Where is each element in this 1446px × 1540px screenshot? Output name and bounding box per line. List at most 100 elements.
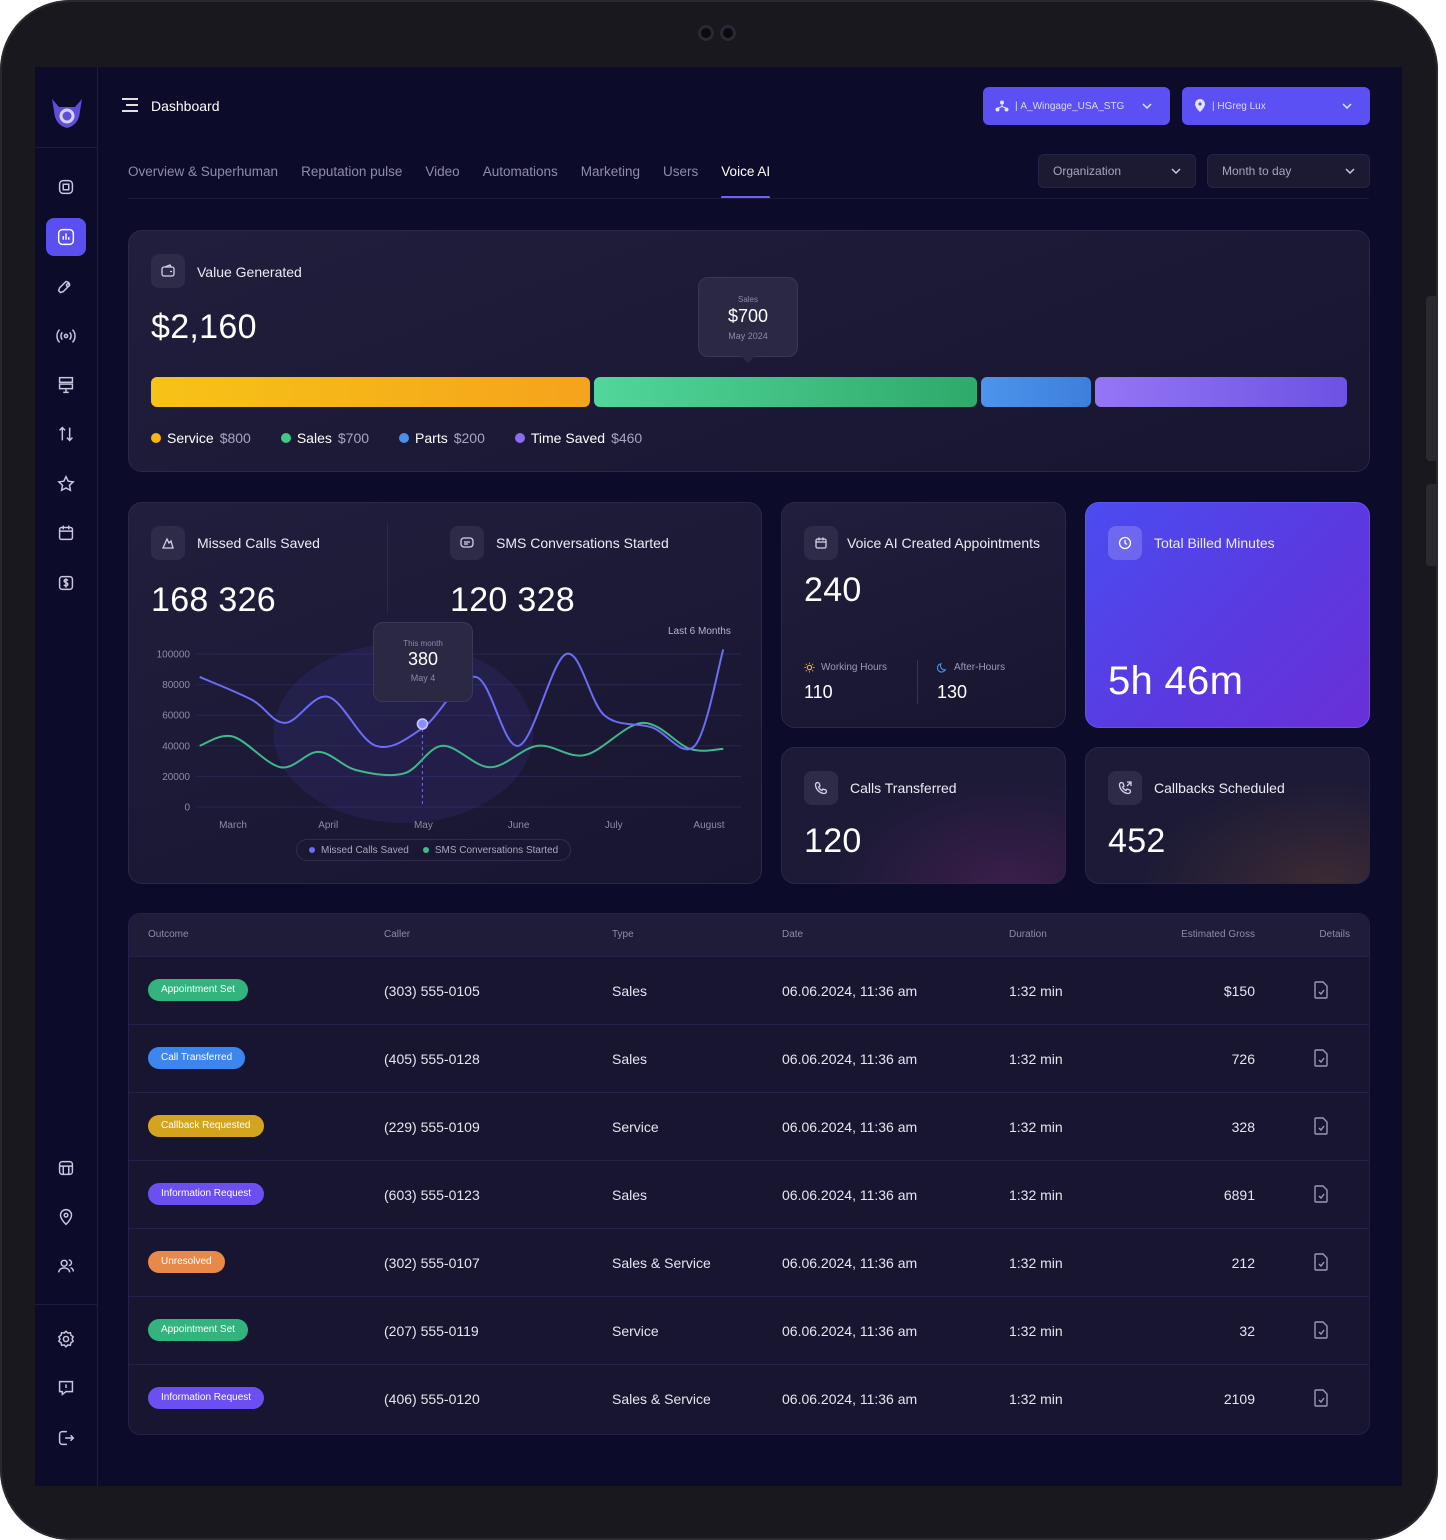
menu-icon[interactable] <box>121 97 139 113</box>
billed-minutes-card: Total Billed Minutes 5h 46m <box>1085 502 1370 728</box>
sidebar-item-billing[interactable] <box>46 564 86 602</box>
tab-users[interactable]: Users <box>663 164 699 179</box>
callbacks-scheduled-label: Callbacks Scheduled <box>1154 780 1285 796</box>
value-bar-segment-sales[interactable] <box>593 377 978 407</box>
details-icon[interactable] <box>1310 1047 1332 1069</box>
appointments-label: Voice AI Created Appointments <box>847 535 1041 551</box>
details-icon[interactable] <box>1310 1251 1332 1273</box>
gear-icon <box>57 1330 75 1348</box>
caller-cell: (302) 555-0107 <box>384 1255 480 1271</box>
gross-cell: 328 <box>1231 1119 1255 1135</box>
billed-minutes-label: Total Billed Minutes <box>1154 535 1275 551</box>
legend-value: $200 <box>453 430 485 446</box>
chevron-down-icon <box>1142 103 1152 109</box>
outcome-badge: Information Request <box>148 1183 265 1205</box>
tooltip-date: May 2024 <box>728 331 768 341</box>
sidebar-item-calendar[interactable] <box>46 514 86 552</box>
details-icon[interactable] <box>1310 1115 1332 1137</box>
missed-calls-value: 168 326 <box>151 581 277 619</box>
gross-cell: 212 <box>1231 1255 1255 1271</box>
table-row[interactable]: Call Transferred (405) 555-0128 Sales 06.06… <box>129 1024 1369 1092</box>
sidebar-item-automations[interactable] <box>46 268 86 306</box>
details-icon[interactable] <box>1310 1183 1332 1205</box>
location-pin-icon <box>59 1209 73 1226</box>
tab-marketing[interactable]: Marketing <box>580 164 641 179</box>
value-generated-card: Value Generated $2,160 Sales $700 May 20… <box>128 230 1370 472</box>
moon-icon <box>937 663 947 673</box>
column-header[interactable]: Duration <box>1009 929 1047 940</box>
value-bar-segment-parts[interactable] <box>981 377 1091 407</box>
table-row[interactable]: Unresolved (302) 555-0107 Sales & Service 0… <box>129 1228 1369 1296</box>
outcome-badge: Call Transferred <box>148 1047 246 1069</box>
tooltip-series: Sales <box>737 295 758 304</box>
table-row[interactable]: Appointment Set (303) 555-0105 Sales 06.06.… <box>129 956 1369 1024</box>
column-header[interactable]: Estimated Gross <box>1181 929 1255 940</box>
series-line-sms-conversations-started <box>199 721 724 777</box>
caller-cell: (603) 555-0123 <box>384 1187 480 1203</box>
table-row[interactable]: Appointment Set (207) 555-0119 Service 06.0… <box>129 1296 1369 1364</box>
period-dropdown[interactable]: Month to day <box>1207 154 1370 188</box>
tab-reputation[interactable]: Reputation pulse <box>301 164 403 179</box>
calls-sms-card: Missed Calls Saved 168 326 SMS Conversat… <box>128 502 762 884</box>
sidebar-item-overview[interactable] <box>46 168 86 206</box>
legend-item-service: Service $800 <box>151 430 251 446</box>
chevron-down-icon <box>1342 103 1352 109</box>
sidebar-item-inventory[interactable] <box>46 366 86 404</box>
value-bar-segment-service[interactable] <box>151 377 590 407</box>
legend-value: $460 <box>611 430 643 446</box>
tab-video[interactable]: Video <box>425 164 460 179</box>
sidebar-item-users[interactable] <box>46 1247 86 1285</box>
scope-dropdown[interactable]: Organization <box>1038 154 1196 188</box>
details-icon[interactable] <box>1310 979 1332 1001</box>
account-select-value: A_Wingage_USA_STG <box>1020 100 1125 112</box>
legend-value: $700 <box>337 430 370 446</box>
sidebar-item-locations[interactable] <box>46 1198 86 1236</box>
y-tick-label: 80000 <box>162 680 190 691</box>
chart-legend-label: SMS Conversations Started <box>434 844 559 856</box>
chart-legend-item: SMS Conversations Started <box>422 844 559 856</box>
table-row[interactable]: Callback Requested (229) 555-0109 Service 0… <box>129 1092 1369 1160</box>
location-select[interactable]: | HGreg Lux <box>1182 87 1370 125</box>
column-header[interactable]: Type <box>612 929 634 940</box>
sidebar-item-dealers[interactable] <box>46 1149 86 1187</box>
legend-name: Parts <box>415 430 448 446</box>
details-icon[interactable] <box>1310 1319 1332 1341</box>
tab-automations[interactable]: Automations <box>482 164 558 179</box>
sidebar-item-support[interactable] <box>46 1369 86 1407</box>
layers-icon <box>58 179 74 195</box>
sidebar-item-broadcast[interactable] <box>46 317 86 355</box>
column-header[interactable]: Date <box>782 929 804 940</box>
billed-minutes-value: 5h 46m <box>1108 659 1244 703</box>
scope-dropdown-value: Organization <box>1053 164 1122 178</box>
calendar-icon <box>58 525 74 541</box>
tablet-side-button <box>1426 296 1438 461</box>
sidebar-item-reviews[interactable] <box>46 465 86 503</box>
column-header[interactable]: Details <box>1319 929 1350 940</box>
table-row[interactable]: Information Request (603) 555-0123 Sales 06… <box>129 1160 1369 1228</box>
sidebar-item-settings[interactable] <box>46 1320 86 1358</box>
sms-value: 120 328 <box>450 581 576 619</box>
chat-icon <box>450 526 484 560</box>
callbacks-scheduled-card: Callbacks Scheduled 452 <box>1085 747 1370 884</box>
date-cell: 06.06.2024, 11:36 am <box>782 1323 918 1339</box>
type-cell: Sales <box>612 1051 648 1067</box>
outcome-badge: Callback Requested <box>148 1115 264 1137</box>
sidebar-item-logout[interactable] <box>46 1419 86 1457</box>
tab-voice-ai[interactable]: Voice AI <box>721 162 770 200</box>
details-icon[interactable] <box>1310 1387 1332 1409</box>
duration-cell: 1:32 min <box>1009 1187 1063 1203</box>
phone-missed-icon <box>151 526 185 560</box>
sidebar-item-analytics[interactable] <box>46 218 86 256</box>
sort-arrows-icon <box>59 426 73 442</box>
rocket-icon <box>57 280 71 294</box>
working-hours-text: Working Hours <box>821 662 887 673</box>
caller-cell: (405) 555-0128 <box>384 1051 480 1067</box>
tab-overview[interactable]: Overview & Superhuman <box>128 164 279 179</box>
account-select[interactable]: | A_Wingage_USA_STG <box>983 87 1170 125</box>
after-hours-text: After-Hours <box>954 662 1006 673</box>
column-header[interactable]: Outcome <box>148 929 189 940</box>
sidebar-item-transfers[interactable] <box>46 415 86 453</box>
table-row[interactable]: Information Request (406) 555-0120 Sales &… <box>129 1364 1369 1432</box>
column-header[interactable]: Caller <box>384 929 411 940</box>
value-bar-segment-time-saved[interactable] <box>1094 377 1347 407</box>
